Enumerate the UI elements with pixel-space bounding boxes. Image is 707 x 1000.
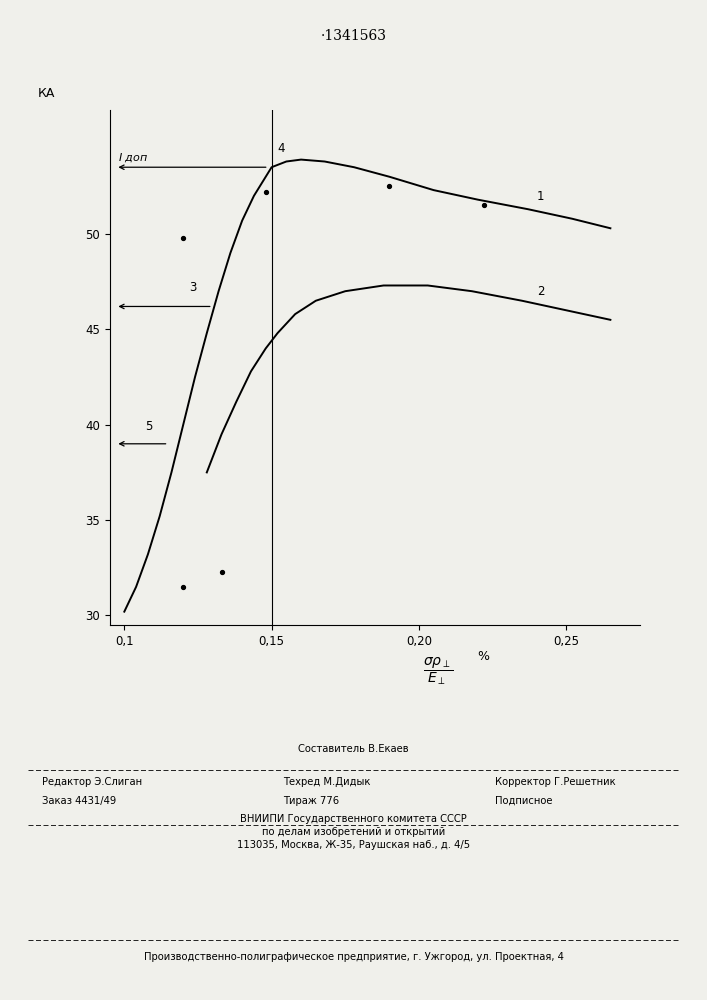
Text: Заказ 4431/49: Заказ 4431/49 bbox=[42, 796, 117, 806]
Text: ВНИИПИ Государственного комитета СССР: ВНИИПИ Государственного комитета СССР bbox=[240, 814, 467, 824]
Text: %: % bbox=[477, 650, 489, 663]
Text: 2: 2 bbox=[537, 285, 544, 298]
Text: Подписное: Подписное bbox=[495, 796, 552, 806]
Text: Техред М.Дидык: Техред М.Дидык bbox=[283, 777, 370, 787]
Text: Редактор Э.Слиган: Редактор Э.Слиган bbox=[42, 777, 143, 787]
Text: ·1341563: ·1341563 bbox=[320, 29, 387, 43]
Text: по делам изобретений и открытий: по делам изобретений и открытий bbox=[262, 827, 445, 837]
Text: 3: 3 bbox=[189, 281, 197, 294]
Text: Тираж 776: Тираж 776 bbox=[283, 796, 339, 806]
Text: КА: КА bbox=[37, 87, 54, 100]
Text: Корректор Г.Решетник: Корректор Г.Решетник bbox=[495, 777, 616, 787]
Text: 5: 5 bbox=[145, 420, 152, 433]
Text: $I$ доп: $I$ доп bbox=[118, 151, 148, 164]
Text: 4: 4 bbox=[277, 142, 285, 155]
Text: 1: 1 bbox=[537, 190, 544, 203]
Text: Составитель В.Екаев: Составитель В.Екаев bbox=[298, 744, 409, 754]
Text: 113035, Москва, Ж-35, Раушская наб., д. 4/5: 113035, Москва, Ж-35, Раушская наб., д. … bbox=[237, 840, 470, 850]
Text: $\dfrac{\sigma\rho_{\perp}}{E_{\perp}}$: $\dfrac{\sigma\rho_{\perp}}{E_{\perp}}$ bbox=[423, 655, 454, 687]
Text: Производственно-полиграфическое предприятие, г. Ужгород, ул. Проектная, 4: Производственно-полиграфическое предприя… bbox=[144, 952, 563, 962]
